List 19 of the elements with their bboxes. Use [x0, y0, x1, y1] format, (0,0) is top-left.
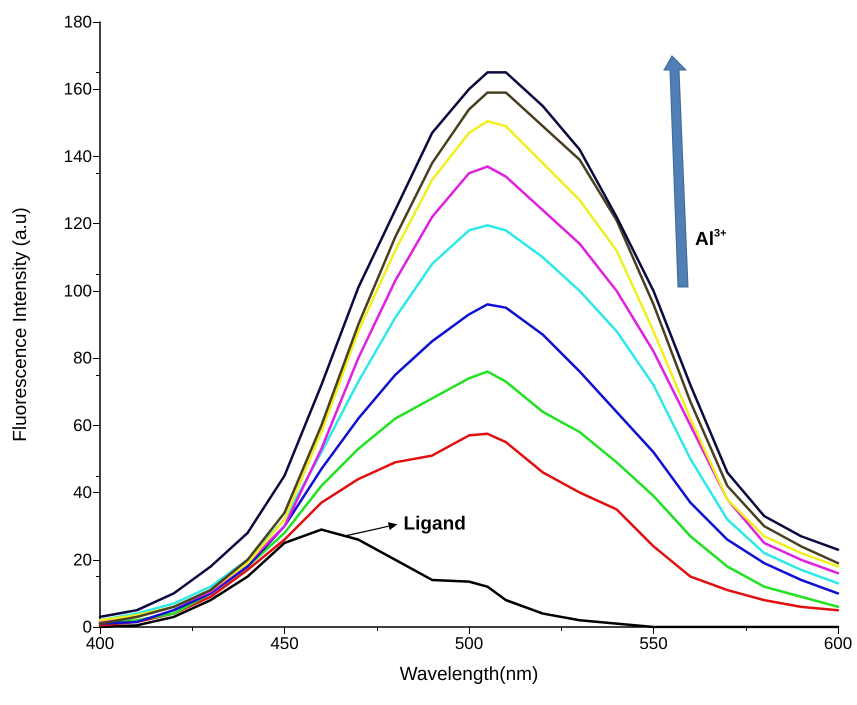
x-tick-label: 450 — [270, 634, 299, 653]
x-axis-title: Wavelength(nm) — [400, 664, 538, 685]
x-tick-label: 500 — [454, 634, 484, 653]
line-series — [98, 303, 840, 625]
annotation: Ligand — [404, 513, 466, 534]
y-tick-label: 160 — [64, 80, 92, 99]
y-tick-label: 40 — [73, 483, 92, 502]
x-tick-label: 600 — [824, 634, 852, 653]
y-tick-label: 60 — [73, 416, 92, 435]
y-axis-title: Fluorescence Intensity (a.u) — [10, 207, 31, 442]
y-tick-label: 180 — [64, 12, 92, 32]
x-tick-label: 400 — [86, 634, 114, 653]
y-tick-label: 80 — [73, 348, 92, 368]
y-tick-label: 20 — [73, 550, 92, 570]
y-tick-label: 120 — [64, 214, 92, 234]
y-tick-label: 0 — [82, 618, 92, 636]
y-tick-label: 100 — [64, 281, 92, 300]
x-tick-label: 550 — [639, 634, 668, 653]
y-tick-label: 140 — [64, 146, 92, 166]
